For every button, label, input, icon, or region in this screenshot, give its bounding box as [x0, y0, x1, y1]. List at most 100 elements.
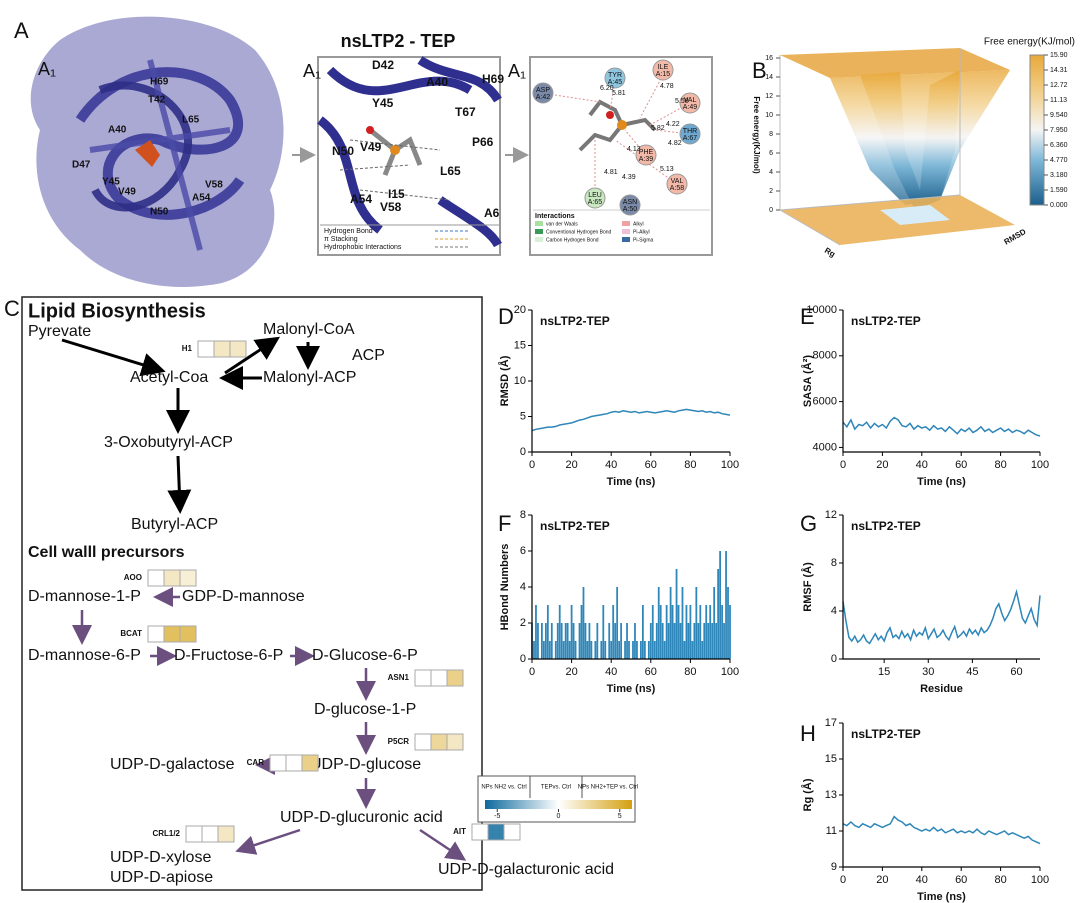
bar — [640, 641, 642, 659]
bar — [560, 623, 563, 659]
x-tick-label: 60 — [645, 459, 657, 471]
residue-label: T42 — [148, 95, 166, 106]
residue-node — [532, 82, 554, 104]
x-tick-label: 80 — [684, 459, 696, 471]
bar — [537, 623, 539, 659]
data-line — [842, 815, 1041, 845]
bar — [624, 641, 626, 659]
distance-label: 4.13 — [627, 146, 641, 153]
gene-label: ASN1 — [388, 673, 410, 682]
residue-label: V49 — [360, 140, 382, 154]
bar — [586, 641, 589, 659]
bar — [541, 623, 543, 659]
x-tick-label: 60 — [955, 459, 967, 471]
pathway-node: Malonyl-CoA — [263, 321, 355, 338]
legend-swatch — [622, 221, 630, 226]
bar — [713, 587, 716, 659]
bar — [594, 641, 597, 659]
residue-id: A:42 — [536, 94, 551, 101]
bar — [616, 587, 619, 659]
x-axis-label: RMSD — [1003, 227, 1028, 247]
gene-label: AOO — [124, 573, 142, 582]
y-tick-label: 6 — [520, 545, 526, 557]
bar — [669, 587, 672, 659]
pathway-node: D-mannose-6-P — [28, 647, 141, 664]
energy-landscape — [779, 48, 1045, 246]
bar — [653, 641, 656, 659]
chart-title: nsLTP2-TEP — [851, 314, 921, 328]
residue-name: LEU — [588, 192, 602, 199]
heat-cell — [414, 669, 432, 687]
pathway-node: UDP-D-glucose — [310, 756, 421, 773]
data-line — [842, 416, 1041, 437]
residue-label: A40 — [108, 125, 127, 136]
bar — [580, 605, 583, 659]
y-axis-label: HBond Numbers — [499, 544, 511, 631]
legend-column: NPs NH2 vs. Ctrl — [481, 785, 526, 791]
gene-label: CRL1/2 — [152, 829, 180, 838]
x-tick-label: 100 — [721, 459, 739, 471]
z-tick-label: 4 — [769, 169, 773, 176]
residue-label: L65 — [182, 115, 200, 126]
colorbar-label: 12.72 — [1050, 82, 1068, 89]
residue-label: T67 — [455, 105, 476, 119]
bar — [604, 641, 607, 659]
y-tick-label: 15 — [825, 753, 837, 765]
x-tick-label: 20 — [565, 459, 577, 471]
panel-label: H — [800, 721, 816, 746]
panel-label: C — [4, 296, 20, 321]
residue-label: Y45 — [102, 177, 120, 188]
protein-surface — [30, 16, 284, 287]
bar — [643, 641, 646, 659]
pathway-node: Malonyl-ACP — [263, 369, 356, 386]
bar — [632, 641, 634, 659]
x-tick-label: 80 — [994, 459, 1006, 471]
residue-node — [666, 173, 688, 195]
legend-label: Pi-Sigma — [633, 237, 654, 243]
bar — [570, 605, 573, 659]
residue-id: A:45 — [608, 79, 623, 86]
heat-cell — [471, 823, 489, 841]
heat-cell — [446, 669, 464, 687]
y-tick-label: 10000 — [806, 304, 837, 316]
pathway-node: D-Glucose-6-P — [312, 647, 418, 664]
interactions-title: Interactions — [535, 213, 575, 220]
residue-node — [652, 59, 674, 81]
pathway-title: Lipid Biosynthesis — [28, 300, 206, 322]
colorbar-title: Free energy(KJ/mol) — [984, 37, 1075, 48]
z-tick-label: 12 — [765, 93, 773, 100]
z-axis-label: Free energy(KJ/mol) — [752, 96, 761, 174]
bar — [687, 623, 690, 659]
bar — [649, 623, 652, 659]
gene-label: H1 — [182, 344, 193, 353]
y-tick-label: 17 — [825, 717, 837, 729]
bar — [600, 641, 603, 659]
colorbar-label: 14.31 — [1050, 67, 1068, 74]
heat-cell — [430, 669, 448, 687]
z-tick-label: 10 — [765, 112, 773, 119]
x-tick-label: 45 — [966, 666, 978, 678]
axes — [842, 515, 1040, 660]
legend-label: Alkyl — [633, 221, 644, 227]
residue-name: PHE — [639, 149, 654, 156]
bar — [717, 569, 720, 659]
z-tick-label: 14 — [765, 74, 773, 81]
x-tick-label: 100 — [721, 666, 739, 678]
bar — [628, 641, 630, 659]
heat-cell — [185, 825, 203, 843]
y-tick-label: 5 — [520, 410, 526, 422]
x-tick-label: 100 — [1031, 459, 1049, 471]
residue-node — [584, 187, 606, 209]
residue-name: THR — [683, 128, 697, 135]
chart-title: nsLTP2-TEP — [851, 519, 921, 533]
bar — [562, 641, 565, 659]
legend-label: π Stacking — [324, 236, 358, 243]
y-tick-label: 4 — [831, 605, 837, 617]
pathway-node: Pyrevate — [28, 323, 91, 340]
bar — [572, 623, 575, 659]
bar — [659, 605, 662, 659]
panel-label: A — [14, 18, 29, 43]
bar — [620, 623, 622, 659]
bar — [602, 605, 605, 659]
pathway-node: ACP — [352, 347, 385, 364]
